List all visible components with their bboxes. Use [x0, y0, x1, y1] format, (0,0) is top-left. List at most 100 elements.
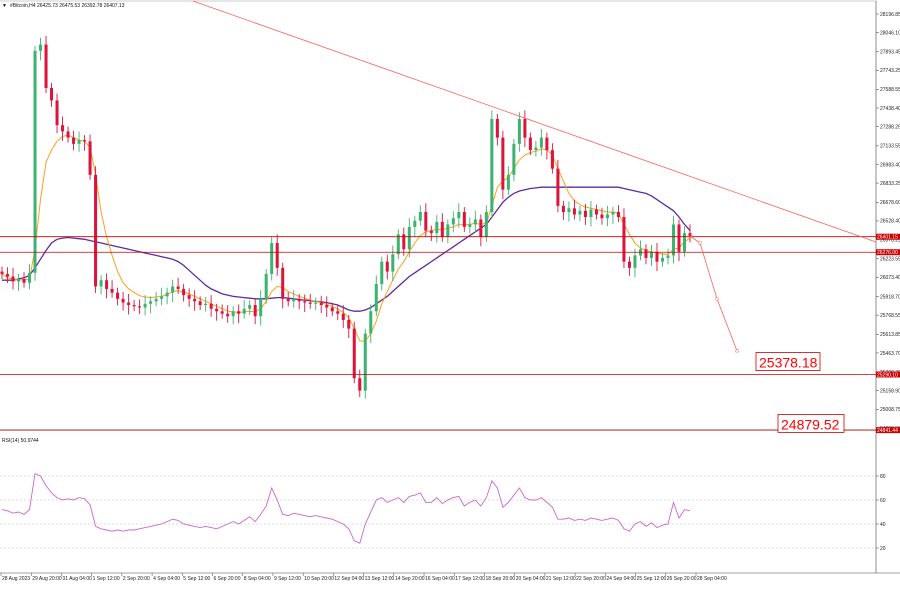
bear-candle-body	[550, 150, 554, 169]
symbol-marker: ▼	[2, 3, 7, 9]
bull-candle-body	[473, 219, 477, 225]
bull-candle-body	[589, 209, 593, 217]
bull-candle-body	[649, 251, 653, 258]
price-tick-label: 27893.45	[880, 49, 900, 55]
target-1-label: 25378.18	[759, 355, 818, 371]
bear-candle-body	[336, 311, 340, 314]
time-tick-label: 28 Aug 2023	[2, 576, 30, 582]
bear-candle-body	[50, 88, 54, 101]
price-tick-label: 27743.25	[880, 68, 900, 74]
projection-path	[689, 235, 738, 352]
bear-candle-body	[5, 274, 10, 277]
descending-trendline	[192, 0, 877, 243]
bear-candle-body	[330, 307, 334, 312]
bull-candle-body	[143, 303, 147, 308]
price-tick-label: 26378.25	[880, 237, 900, 243]
price-tick-label: 25463.70	[880, 351, 900, 357]
bear-candle-body	[55, 100, 59, 126]
bear-candle-body	[11, 276, 15, 282]
time-tick-label: 26 Sep 20:00	[667, 576, 697, 582]
time-tick-label: 4 Sep 04:00	[153, 576, 180, 582]
bull-candle-body	[418, 212, 422, 221]
time-tick-label: 17 Sep 12:00	[455, 576, 485, 582]
price-tick-label: 27588.55	[880, 87, 900, 93]
bear-candle-body	[83, 140, 87, 142]
price-tick-label: 28196.85	[880, 12, 900, 18]
price-pane: 28196.85 28046.10 27893.45 27743.25 27588.55…	[0, 0, 900, 434]
bull-candle-body	[660, 257, 664, 262]
bull-candle-body	[666, 255, 670, 258]
time-tick-label: 20 Sep 04:00	[516, 576, 546, 582]
bull-candle-body	[682, 233, 687, 252]
bear-candle-body	[308, 302, 312, 304]
bear-candle-body	[479, 219, 483, 237]
level-price-box	[876, 427, 900, 434]
bull-candle-body	[633, 255, 637, 268]
bear-candle-body	[116, 292, 120, 299]
bear-candle-body	[347, 319, 351, 329]
bear-candle-body	[341, 313, 345, 320]
time-tick-label: 12 Sep 04:00	[334, 576, 364, 582]
bull-candle-body	[413, 220, 417, 227]
level-price-label: 24841.44	[877, 428, 898, 434]
bear-candle-body	[501, 137, 505, 190]
price-tick-label: 25613.85	[880, 332, 900, 338]
bear-candle-body	[209, 303, 213, 309]
bear-candle-body	[561, 205, 565, 213]
bull-candle-body	[28, 272, 32, 283]
time-tick-label: 31 Aug 04:00	[62, 576, 92, 582]
bull-candle-body	[99, 280, 103, 287]
bull-candle-body	[396, 234, 400, 255]
rsi-levels: 80 60 40 20	[0, 474, 886, 552]
bear-candle-body	[655, 251, 659, 262]
bear-candle-body	[556, 168, 560, 206]
price-tick-label: 25158.90	[880, 389, 900, 395]
bear-candle-body	[66, 131, 70, 138]
bear-candle-body	[402, 234, 406, 250]
bear-candle-body	[88, 141, 92, 175]
projection-node	[715, 297, 719, 301]
bull-candle-body	[16, 279, 21, 282]
bull-candle-body	[369, 311, 373, 334]
bear-candle-body	[627, 261, 631, 268]
time-tick-label: 21 Sep 12:00	[546, 576, 576, 582]
bear-candle-body	[187, 295, 191, 299]
rsi-series-line	[1, 472, 691, 544]
bear-candle-body	[237, 311, 241, 314]
level-price-box	[876, 371, 900, 378]
rsi-tick-label: 60	[880, 498, 886, 504]
bull-candle-body	[468, 224, 472, 227]
candles	[0, 35, 692, 399]
fast-ma-line	[1, 134, 691, 342]
bear-candle-body	[0, 271, 4, 275]
bear-candle-body	[105, 280, 109, 289]
bear-candle-body	[583, 210, 587, 217]
level-price-box	[876, 249, 900, 256]
bull-candle-body	[77, 140, 81, 144]
bear-candle-body	[622, 216, 626, 262]
bull-candle-body	[484, 212, 488, 237]
bear-candle-body	[22, 279, 26, 283]
bull-candle-body	[292, 298, 296, 302]
bear-candle-body	[182, 288, 186, 296]
time-tick-label: 2 Sep 20:00	[123, 576, 150, 582]
bear-candle-body	[495, 119, 499, 138]
bull-candle-body	[567, 208, 571, 213]
bear-candle-body	[352, 328, 356, 379]
bull-candle-body	[149, 301, 153, 304]
fast-moving-average	[1, 134, 691, 342]
target-1-box	[755, 352, 821, 371]
price-tick-label: 26528.40	[880, 219, 900, 225]
bear-candle-body	[127, 302, 131, 306]
bear-candle-body	[220, 311, 224, 314]
bear-candle-body	[275, 243, 279, 268]
bear-candle-body	[226, 313, 230, 317]
bear-candle-body	[523, 119, 527, 138]
bull-candle-body	[248, 305, 252, 309]
bear-candle-body	[644, 249, 648, 258]
bull-candle-body	[457, 212, 461, 219]
bear-candle-body	[297, 298, 301, 302]
time-axis: 28 Aug 2023 29 Aug 20:00 31 Aug 04:00 1 Sep…	[0, 573, 727, 582]
bull-candle-body	[314, 302, 318, 304]
